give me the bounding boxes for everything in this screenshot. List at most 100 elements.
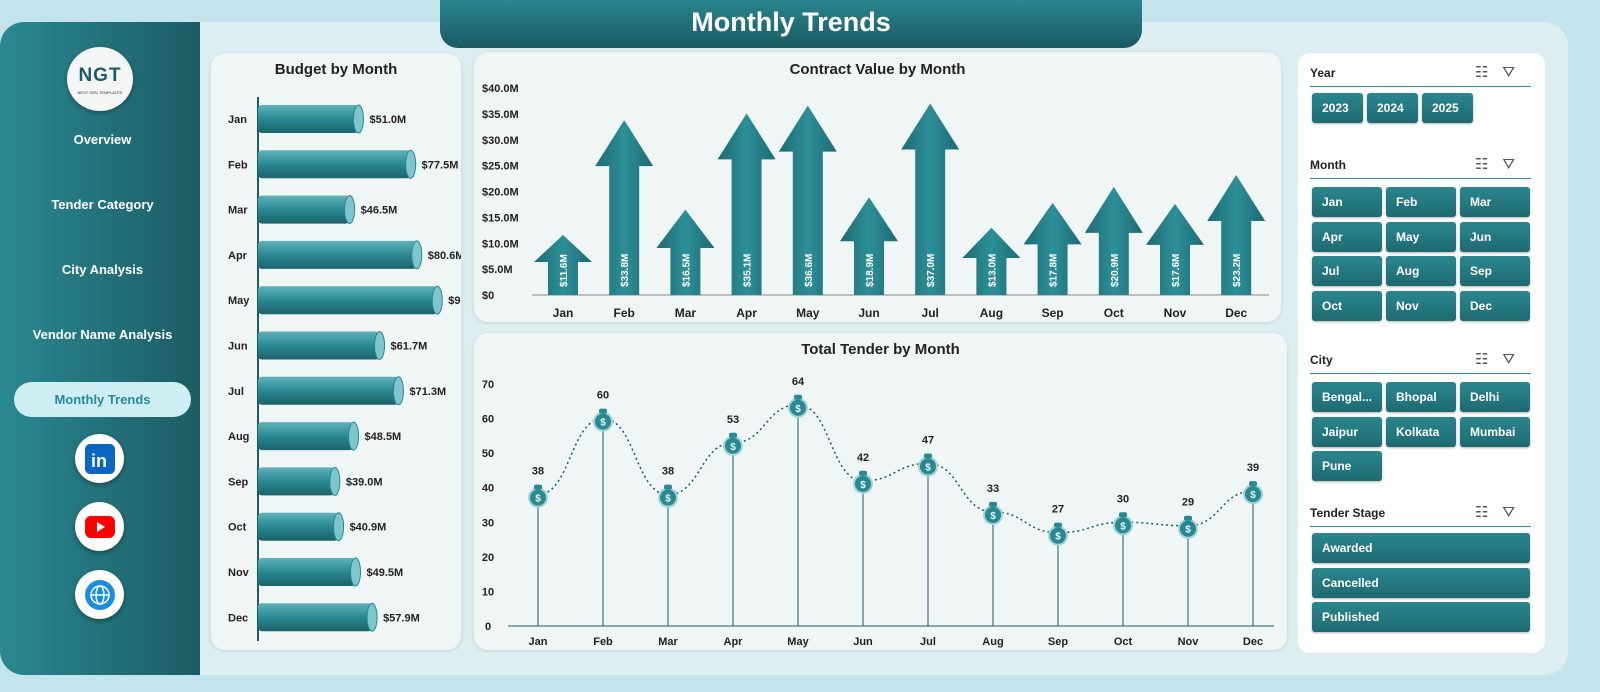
data-label: 38 (532, 466, 544, 478)
budget-bar (258, 331, 380, 360)
data-label: $71.3M (409, 386, 446, 398)
slicer-button[interactable]: Pune (1312, 451, 1382, 481)
slicer-button[interactable]: Mar (1460, 187, 1530, 217)
sidebar: NGT NEXT GEN TEMPLATES Overview Tender Ca… (0, 22, 200, 675)
category-label: Dec (228, 612, 248, 624)
y-tick-label: $25.0M (482, 161, 519, 173)
slicer-button[interactable]: Dec (1460, 290, 1530, 321)
slicer-title: Month (1310, 158, 1346, 172)
budget-bar-cap (374, 331, 386, 360)
data-label: 27 (1052, 504, 1064, 516)
category-label: Nov (1178, 636, 1200, 648)
money-bag-icon-top (534, 484, 542, 490)
y-tick-label: $15.0M (482, 212, 519, 224)
slicer-button[interactable]: Awarded (1312, 533, 1530, 563)
nav-overview[interactable]: Overview (73, 132, 132, 147)
category-label: Jun (858, 306, 879, 320)
data-label: 29 (1182, 497, 1194, 509)
multi-select-icon[interactable]: ☷ (1474, 504, 1503, 521)
budget-bar (258, 105, 359, 133)
category-label: Apr (228, 250, 248, 262)
dollar-sign: $ (600, 418, 606, 429)
data-label: 60 (597, 390, 609, 402)
dollar-sign: $ (1250, 490, 1256, 501)
data-label: $39.0M (346, 476, 383, 488)
multi-select-icon[interactable]: ☷ (1474, 351, 1503, 368)
category-label: Aug (228, 431, 249, 443)
slicer-header: City ☷⛛ (1310, 350, 1531, 374)
slicer-button[interactable]: Jaipur (1312, 416, 1382, 447)
budget-bar (258, 376, 399, 405)
money-bag-icon-top (664, 484, 672, 490)
slicer-button[interactable]: 2023 (1312, 93, 1363, 123)
arrow-bar (901, 103, 960, 296)
slicer-button[interactable]: Kolkata (1386, 416, 1456, 447)
dollar-sign: $ (925, 463, 931, 474)
slicer-button[interactable]: Bhopal (1386, 382, 1456, 412)
budget-bar (258, 195, 350, 224)
budget-bar (258, 512, 339, 541)
money-bag-icon-top (1054, 522, 1062, 528)
slicer-button[interactable]: Published (1312, 602, 1530, 632)
category-label: Dec (1243, 636, 1263, 648)
clear-filter-icon[interactable]: ⛛ (1502, 351, 1529, 368)
arrow-bar (1207, 174, 1266, 295)
budget-bar-cap (333, 512, 345, 542)
nav-tender-category[interactable]: Tender Category (51, 197, 154, 212)
youtube-button[interactable] (75, 502, 124, 551)
slicer-title: Year (1310, 66, 1336, 80)
slicer-button[interactable]: Mumbai (1460, 416, 1530, 447)
clear-filter-icon[interactable]: ⛛ (1502, 64, 1529, 81)
linkedin-icon: in (84, 443, 115, 474)
slicer-button[interactable]: Jan (1312, 187, 1382, 217)
data-label: $40.9M (350, 522, 387, 534)
linkedin-button[interactable]: in (75, 434, 124, 483)
arrow-bar (840, 197, 898, 295)
slicer-button[interactable]: Apr (1312, 221, 1382, 252)
dollar-sign: $ (1055, 532, 1061, 543)
budget-bar (258, 422, 354, 451)
data-label: $17.6M (1171, 254, 1182, 287)
y-tick-label: 10 (482, 586, 494, 598)
budget-chart-title: Budget by Month (274, 61, 398, 78)
money-bag-icon-top (729, 432, 737, 438)
slicer-button[interactable]: Feb (1386, 187, 1456, 217)
y-tick-label: 40 (482, 483, 494, 495)
slicer-button[interactable]: Sep (1460, 256, 1530, 286)
slicer-button[interactable]: 2025 (1422, 93, 1473, 123)
slicer-button[interactable]: Bengal... (1312, 382, 1382, 412)
y-tick-label: $10.0M (482, 238, 519, 250)
data-label: 30 (1117, 493, 1129, 505)
nav-city-analysis[interactable]: City Analysis (61, 262, 144, 277)
website-button[interactable] (75, 570, 124, 619)
clear-filter-icon[interactable]: ⛛ (1502, 156, 1529, 173)
data-label: $57.9M (383, 612, 420, 624)
category-label: Jul (922, 306, 939, 320)
nav-vendor-name-analysis[interactable]: Vendor Name Analysis (32, 327, 173, 342)
category-label: Apr (736, 306, 757, 320)
slicer-button[interactable]: Oct (1312, 290, 1382, 321)
multi-select-icon[interactable]: ☷ (1474, 64, 1503, 81)
budget-chart-panel: Budget by Month Jan $51.0M Feb $77.5M Mar $46… (211, 53, 461, 650)
slicer-button[interactable]: Aug (1386, 256, 1456, 286)
slicer-button[interactable]: Jun (1460, 221, 1530, 252)
page-title: Monthly Trends (440, 0, 1142, 48)
slicer-button[interactable]: Nov (1386, 290, 1456, 321)
clear-filter-icon[interactable]: ⛛ (1502, 504, 1529, 521)
budget-bar-cap (366, 602, 378, 632)
slicer-button[interactable]: May (1386, 221, 1456, 252)
multi-select-icon[interactable]: ☷ (1474, 156, 1503, 173)
slicer-button[interactable]: Delhi (1460, 382, 1530, 412)
nav-monthly-trends[interactable]: Monthly Trends (14, 382, 191, 417)
arrow-bar (717, 113, 776, 295)
money-bag-icon-top (1184, 515, 1192, 521)
money-bag-icon-top (1249, 481, 1257, 487)
dollar-sign: $ (990, 511, 996, 522)
slicer-button[interactable]: 2024 (1367, 93, 1418, 123)
budget-bar-cap (431, 285, 443, 315)
dollar-sign: $ (1185, 525, 1191, 536)
data-label: 47 (922, 435, 934, 447)
slicer-button[interactable]: Jul (1312, 256, 1382, 286)
slicer-button[interactable]: Cancelled (1312, 567, 1530, 598)
filter-panel: Year ☷⛛ 2023 2024 2025 Month ☷⛛ Jan Feb Mar Apr May… (1298, 53, 1545, 653)
